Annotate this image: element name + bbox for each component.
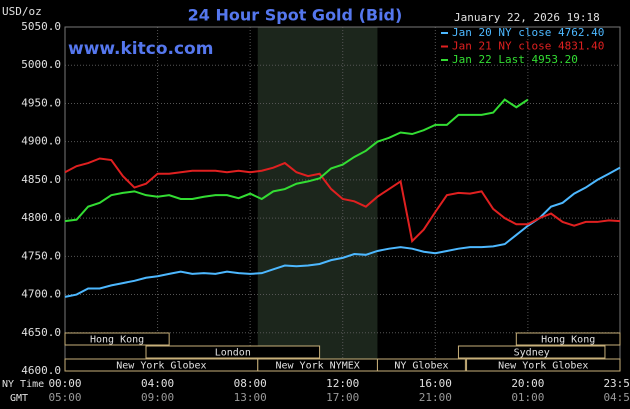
y-tick-label: 4850.0: [21, 173, 61, 186]
legend-entry: Jan 21 NY close 4831.40: [452, 40, 604, 53]
x2-tick-label: 09:00: [141, 391, 174, 404]
session-label: Sydney: [514, 348, 550, 359]
session-label: Hong Kong: [90, 335, 144, 346]
x2-tick-label: 05:00: [48, 391, 81, 404]
y-tick-label: 4700.0: [21, 288, 61, 301]
y-tick-label: 5050.0: [21, 20, 61, 33]
y-tick-label: 4900.0: [21, 135, 61, 148]
y-tick-label: 5000.0: [21, 58, 61, 71]
chart-title: 24 Hour Spot Gold (Bid): [188, 6, 403, 25]
price-line: [64, 98, 529, 223]
session-bar: [457, 345, 606, 359]
session-bar: [466, 358, 621, 372]
session-bar: [64, 332, 170, 346]
session-label: Hong Kong: [541, 335, 595, 346]
x2-tick-label: 04:59: [603, 391, 630, 404]
y-tick-label: 4800.0: [21, 211, 61, 224]
highlight-band: [257, 27, 378, 371]
y-tick-label: 4650.0: [21, 326, 61, 339]
x-tick-label: 23:59: [603, 377, 630, 390]
x-tick-label: 00:00: [48, 377, 81, 390]
y-tick-label: 4600.0: [21, 364, 61, 377]
session-label: New York Globex: [116, 361, 206, 372]
y-axis-label: USD/oz: [2, 5, 42, 18]
x-axis-label: NY Time: [2, 379, 44, 390]
y-tick-label: 4950.0: [21, 96, 61, 109]
x-tick-label: 08:00: [234, 377, 267, 390]
session-label: NY Globex: [394, 361, 448, 372]
x2-tick-label: 17:00: [326, 391, 359, 404]
legend-entry: Jan 20 NY close 4762.40: [452, 26, 604, 39]
x-tick-label: 16:00: [419, 377, 452, 390]
x-tick-label: 12:00: [326, 377, 359, 390]
session-bar: [376, 358, 466, 372]
x2-tick-label: 01:00: [511, 391, 544, 404]
watermark: www.kitco.com: [68, 39, 213, 59]
y-tick-label: 4750.0: [21, 249, 61, 262]
price-line: [64, 166, 621, 298]
x-tick-label: 04:00: [141, 377, 174, 390]
legend-entry: Jan 22 Last 4953.20: [452, 53, 578, 66]
session-bar: [515, 332, 621, 346]
x-tick-label: 20:00: [511, 377, 544, 390]
x2-tick-label: 13:00: [234, 391, 267, 404]
session-label: New York Globex: [498, 361, 588, 372]
session-label: London: [215, 348, 251, 359]
timestamp: January 22, 2026 19:18: [454, 11, 600, 24]
session-bar: [145, 345, 321, 359]
x2-axis-label: GMT: [10, 393, 28, 404]
x2-tick-label: 21:00: [419, 391, 452, 404]
price-line: [64, 157, 621, 244]
session-label: New York NYMEX: [275, 361, 359, 372]
